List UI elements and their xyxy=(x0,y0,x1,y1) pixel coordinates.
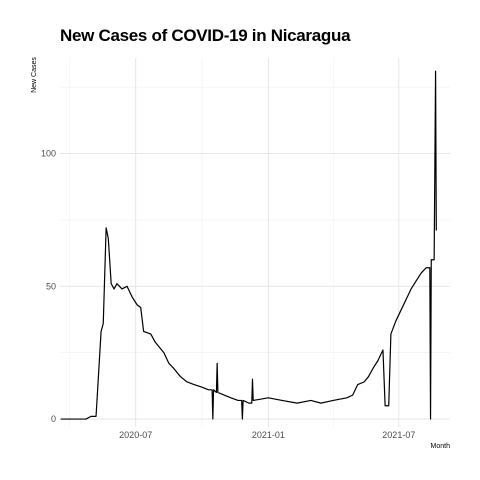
x-tick-label: 2021-01 xyxy=(252,430,285,440)
series-line xyxy=(60,70,437,420)
grid-lines xyxy=(60,58,450,427)
y-tick-label: 50 xyxy=(46,281,56,291)
x-tick-label: 2021-07 xyxy=(382,430,415,440)
y-axis-title: New Cases xyxy=(31,57,38,93)
tick-labels: 0 50 100 2020-07 2021-01 2021-07 xyxy=(41,149,415,440)
y-tick-label: 0 xyxy=(51,414,56,424)
x-axis-title: Month xyxy=(431,443,451,450)
chart-title: New Cases of COVID-19 in Nicaragua xyxy=(60,26,351,45)
x-tick-label: 2020-07 xyxy=(119,430,152,440)
y-tick-label: 100 xyxy=(41,149,56,159)
series-lines xyxy=(60,70,437,420)
